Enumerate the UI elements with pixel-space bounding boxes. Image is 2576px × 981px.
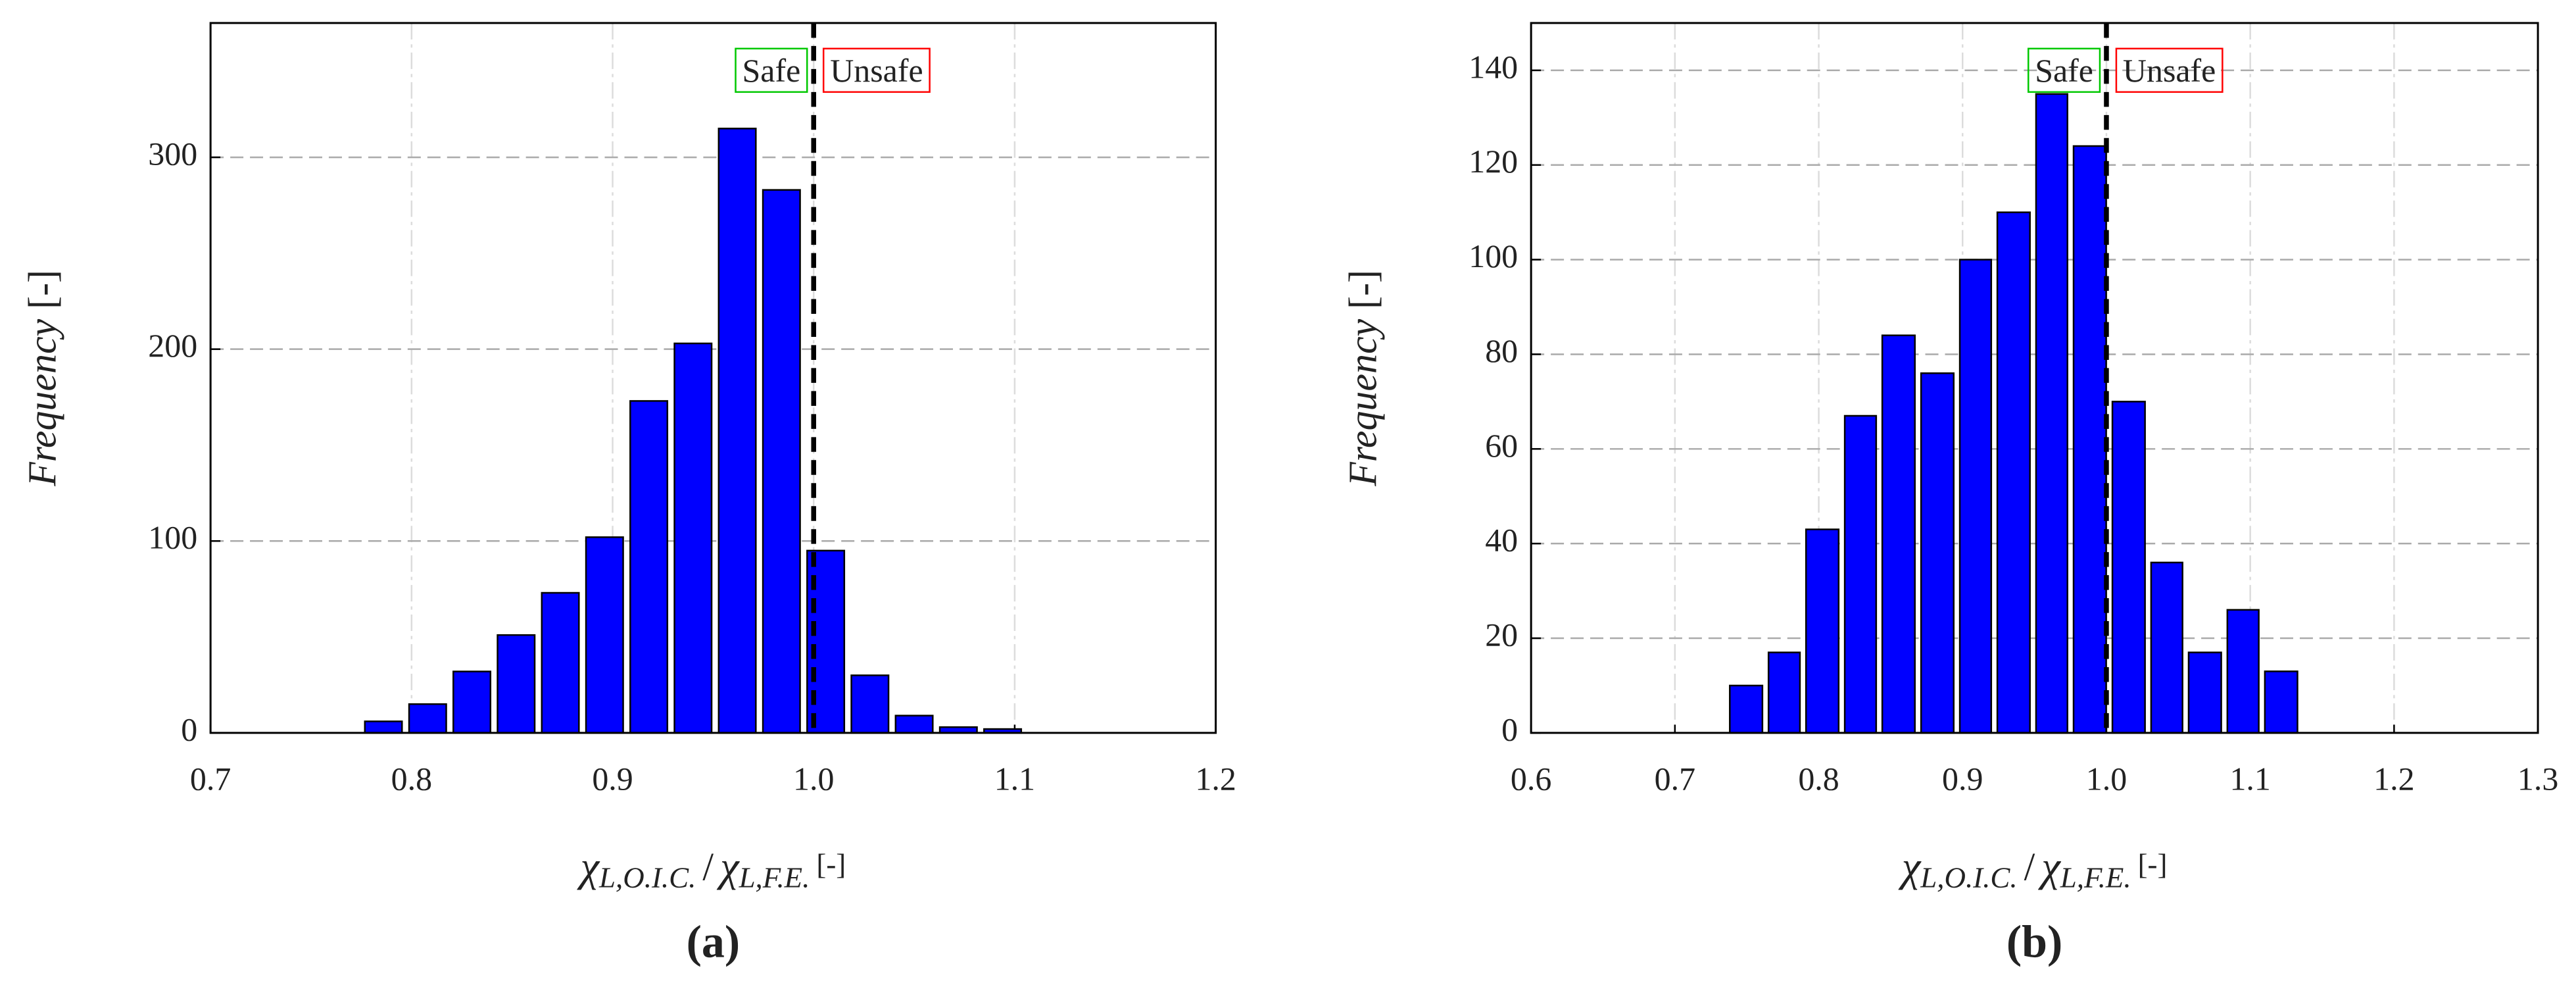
panel-label: (a) (687, 917, 741, 968)
x-axis-label-part: L,F.E. (739, 861, 810, 894)
x-tick-label: 1.0 (793, 760, 834, 797)
y-tick-label: 100 (148, 519, 197, 556)
x-axis-label: χL,O.I.C. / χL,F.E. [-] (1898, 843, 2168, 894)
x-tick-label: 0.6 (1511, 760, 1551, 797)
bar (364, 720, 403, 734)
x-tick-label: 1.3 (2517, 760, 2558, 797)
x-axis-label-part: / (702, 845, 714, 888)
x-tick-label: 1.1 (994, 760, 1035, 797)
bar (2264, 670, 2298, 734)
x-axis-label-part: L,O.I.C. (1920, 861, 2017, 894)
y-axis-label-unit: [-] (20, 270, 64, 309)
panel-label: (b) (2006, 917, 2062, 968)
annotation: Safe (735, 47, 808, 93)
bar (2111, 401, 2146, 734)
y-axis-label-name: Frequency (20, 318, 64, 486)
bar (894, 715, 934, 734)
x-tick-label: 0.8 (1798, 760, 1839, 797)
bar (2187, 651, 2222, 734)
x-axis-label-part: χ (2037, 843, 2061, 891)
x-axis-label-part: L,O.I.C. (598, 861, 696, 894)
plot-frame (1530, 22, 2539, 734)
x-tick-label: 1.1 (2229, 760, 2270, 797)
bar (1729, 684, 1764, 734)
bar (1805, 528, 1840, 734)
y-tick-label: 60 (1485, 427, 1518, 464)
y-axis-label-unit: [-] (1341, 270, 1384, 309)
annotation-text: Unsafe (830, 52, 923, 89)
x-axis-label-part: χ (1898, 843, 1922, 891)
y-tick-label: 120 (1469, 143, 1518, 180)
bar (585, 536, 624, 734)
x-axis-label-part: χ (576, 843, 600, 891)
x-tick-label: 0.8 (391, 760, 432, 797)
x-axis-label-part: L,F.E. (2060, 861, 2131, 894)
y-tick-label: 40 (1485, 522, 1518, 559)
x-tick-label: 0.9 (1942, 760, 1983, 797)
bar (1996, 211, 2031, 734)
x-tick-label: 0.7 (190, 760, 231, 797)
x-tick-label: 1.2 (2373, 760, 2414, 797)
annotation-box (2115, 47, 2224, 93)
annotation-box (2028, 47, 2101, 93)
x-axis-label-part: [-] (816, 848, 846, 881)
x-axis-label-part: χ (716, 843, 740, 891)
bar (2150, 561, 2183, 734)
annotation: Safe (2028, 47, 2101, 93)
annotation: Unsafe (822, 47, 931, 93)
bar (762, 189, 801, 734)
y-tick-label: 0 (181, 711, 197, 747)
bar (1920, 372, 1955, 734)
bar (452, 670, 492, 734)
x-tick-label: 1.0 (2086, 760, 2127, 797)
y-axis-label: Frequency [-] (1341, 270, 1384, 487)
x-tick-label: 0.9 (592, 760, 633, 797)
bar (1958, 259, 1993, 734)
bar (2226, 609, 2260, 734)
bar (2072, 145, 2107, 734)
x-tick-label: 0.7 (1655, 760, 1695, 797)
y-tick-label: 100 (1469, 238, 1518, 274)
bar (1843, 415, 1878, 734)
bar (629, 400, 669, 734)
y-tick-label: 200 (148, 327, 197, 364)
y-tick-label: 300 (148, 136, 197, 172)
bar (673, 342, 713, 734)
x-axis-label: χL,O.I.C. / χL,F.E. [-] (576, 843, 846, 894)
bar (717, 128, 757, 734)
annotation-box (822, 47, 931, 93)
annotation: Unsafe (2115, 47, 2224, 93)
x-axis-label-part: / (2024, 845, 2035, 888)
y-tick-label: 80 (1485, 332, 1518, 369)
bar (541, 591, 580, 734)
bar (408, 703, 447, 734)
annotation-box (735, 47, 808, 93)
x-tick-label: 1.2 (1195, 760, 1236, 797)
annotation-text: Safe (742, 52, 801, 89)
plot-frame (209, 22, 1217, 734)
y-tick-label: 0 (1501, 711, 1518, 747)
y-axis-label: Frequency [-] (20, 270, 64, 487)
bar (1881, 334, 1916, 734)
bar (850, 674, 890, 734)
x-axis-label-part: [-] (2138, 848, 2168, 881)
y-tick-label: 140 (1469, 48, 1518, 85)
bar (497, 634, 536, 734)
y-axis-label-name: Frequency (1341, 318, 1384, 486)
annotation-text: Safe (2035, 52, 2093, 89)
annotation-text: Unsafe (2123, 52, 2216, 89)
y-tick-label: 20 (1485, 616, 1518, 653)
bar (2035, 93, 2068, 734)
bar (1767, 651, 1801, 734)
